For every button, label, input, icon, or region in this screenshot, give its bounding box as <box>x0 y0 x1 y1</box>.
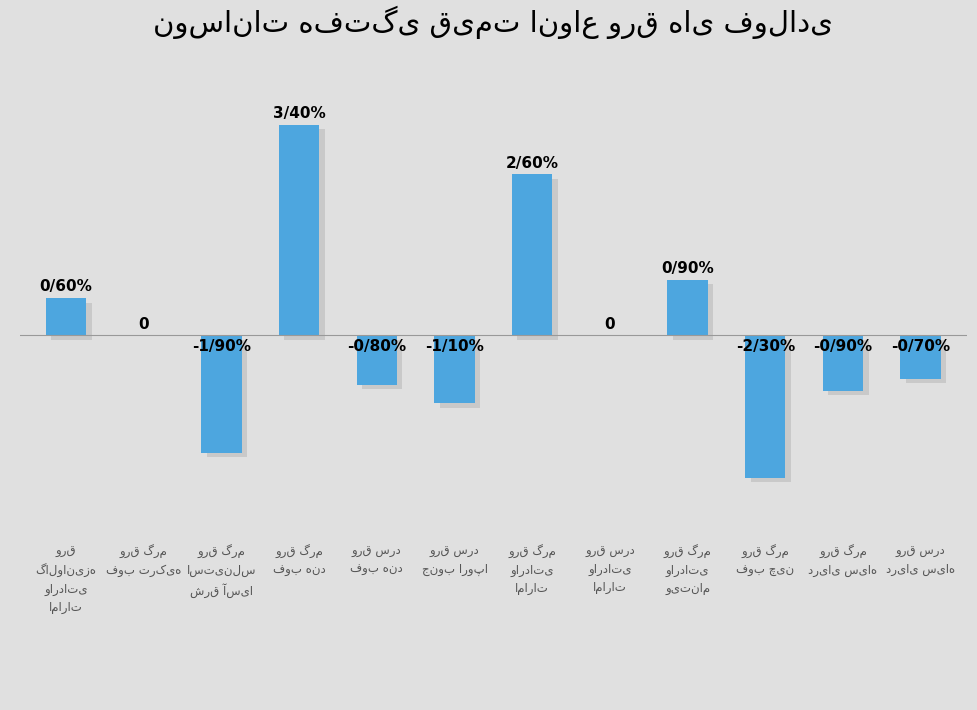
Bar <box>901 335 941 378</box>
Text: -0/70%: -0/70% <box>891 339 951 354</box>
Bar <box>828 339 869 395</box>
Title: نوسانات هفتگی قیمت انواع ورق های فولادی: نوسانات هفتگی قیمت انواع ورق های فولادی <box>153 6 833 39</box>
Bar <box>673 284 713 339</box>
Text: 0: 0 <box>605 317 616 332</box>
Text: -0/80%: -0/80% <box>347 339 406 354</box>
Bar <box>440 339 480 408</box>
Bar <box>284 129 324 339</box>
Text: -2/30%: -2/30% <box>736 339 795 354</box>
Text: 3/40%: 3/40% <box>273 106 325 121</box>
Bar <box>357 335 397 385</box>
Text: -1/90%: -1/90% <box>192 339 251 354</box>
Bar <box>518 179 558 339</box>
Bar <box>906 339 947 383</box>
Bar <box>512 175 552 335</box>
Bar <box>207 339 247 457</box>
Bar <box>750 339 791 482</box>
Bar <box>823 335 863 391</box>
Text: 0/90%: 0/90% <box>661 261 714 276</box>
Bar <box>435 335 475 403</box>
Bar <box>201 335 241 453</box>
Bar <box>52 302 92 339</box>
Bar <box>279 125 319 335</box>
Text: -0/90%: -0/90% <box>814 339 872 354</box>
Text: 0/60%: 0/60% <box>40 280 93 295</box>
Bar <box>46 298 86 335</box>
Text: 0: 0 <box>139 317 149 332</box>
Text: -1/10%: -1/10% <box>425 339 484 354</box>
Text: 2/60%: 2/60% <box>506 155 559 170</box>
Bar <box>667 280 707 335</box>
Bar <box>745 335 786 478</box>
Bar <box>362 339 403 389</box>
